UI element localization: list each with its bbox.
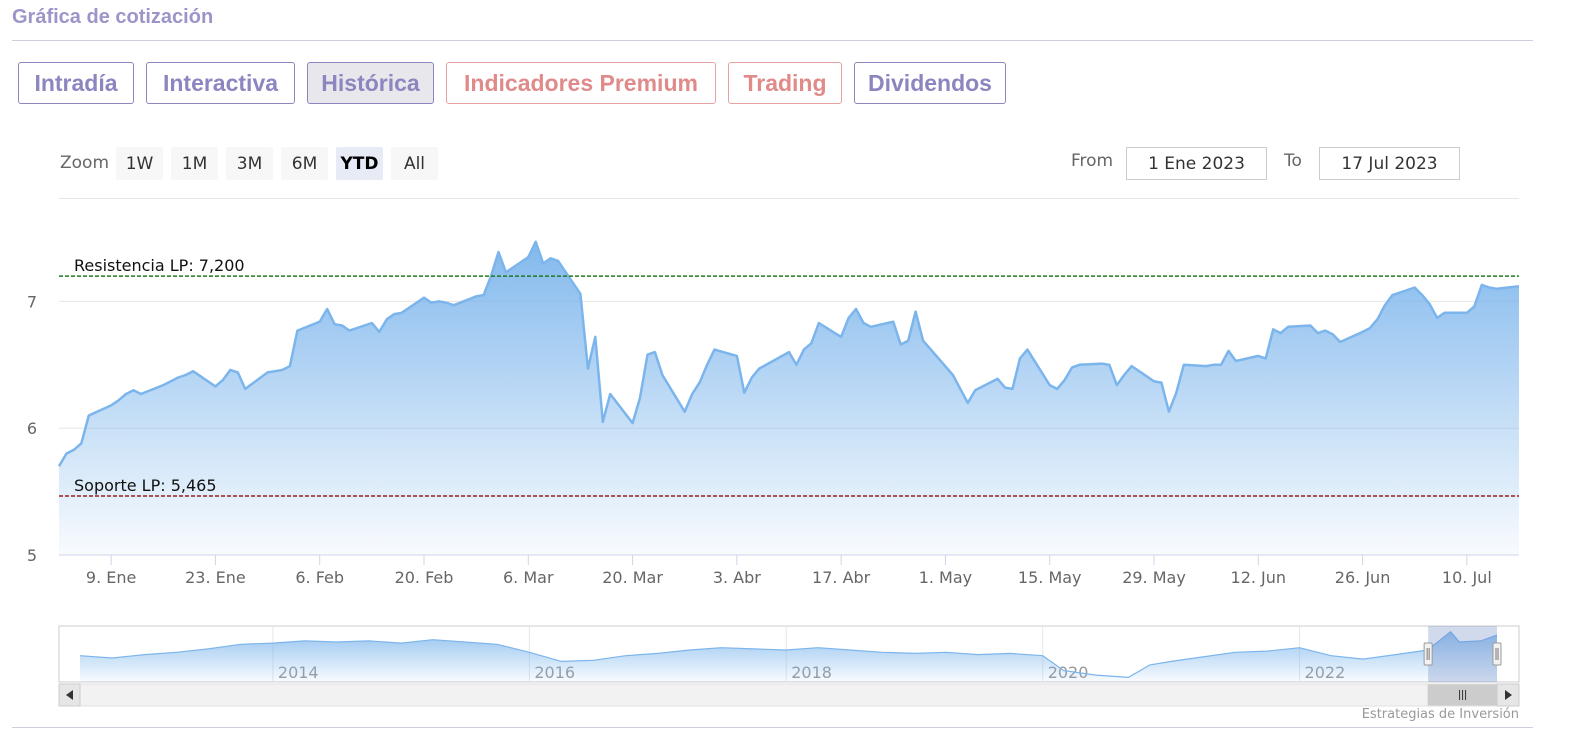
arrow-left-icon [66, 690, 73, 700]
tab-trading[interactable]: Trading [728, 62, 842, 104]
x-tick-label: 1. May [919, 568, 972, 587]
x-tick-label: 26. Jun [1335, 568, 1391, 587]
price-area [59, 241, 1519, 556]
tab-dividendos[interactable]: Dividendos [854, 62, 1006, 104]
zoom-label: Zoom [60, 153, 110, 173]
x-tick-label: 20. Mar [602, 568, 663, 587]
x-tick-label: 15. May [1018, 568, 1082, 587]
navigator-handle-left[interactable] [1423, 642, 1433, 666]
to-label: To [1284, 151, 1302, 171]
zoom-6m-button[interactable]: 6M [281, 147, 328, 180]
title-divider [12, 40, 1533, 41]
zoom-ytd-button[interactable]: YTD [336, 147, 383, 180]
x-tick-label: 3. Abr [713, 568, 761, 587]
bottom-divider [12, 727, 1533, 728]
zoom-all-button[interactable]: All [391, 147, 438, 180]
navigator-selection [1428, 626, 1497, 682]
toolbar-divider [59, 198, 1519, 199]
from-date-input[interactable]: 1 Ene 2023 [1126, 147, 1267, 180]
tab-indicadores-premium[interactable]: Indicadores Premium [446, 62, 716, 104]
price-line [57, 240, 1520, 467]
arrow-right-icon [1505, 690, 1512, 700]
navigator-handle-right[interactable] [1492, 642, 1502, 666]
x-tick-label: 17. Abr [812, 568, 871, 587]
scrollbar-track[interactable] [58, 683, 1520, 707]
y-tick-label: 6 [27, 419, 37, 438]
from-label: From [1071, 151, 1114, 171]
chart-credit: Estrategias de Inversión [1361, 707, 1519, 722]
x-tick-label: 12. Jun [1231, 568, 1287, 587]
x-tick-label: 9. Ene [86, 568, 136, 587]
to-date-input[interactable]: 17 Jul 2023 [1319, 147, 1460, 180]
tab-intradia[interactable]: Intradía [18, 62, 134, 104]
tab-historica[interactable]: Histórica [307, 62, 434, 104]
x-tick-label: 10. Jul [1442, 568, 1492, 587]
x-tick-label: 6. Feb [295, 568, 344, 587]
x-tick-label: 20. Feb [395, 568, 454, 587]
zoom-1w-button[interactable]: 1W [116, 147, 163, 180]
zoom-3m-button[interactable]: 3M [226, 147, 273, 180]
y-tick-label: 5 [27, 546, 37, 565]
x-tick-label: 6. Mar [503, 568, 554, 587]
tab-interactiva[interactable]: Interactiva [146, 62, 295, 104]
page-title: Gráfica de cotización [12, 6, 214, 28]
x-tick-label: 23. Ene [185, 568, 246, 587]
support-label: Soporte LP: 5,465 [74, 476, 217, 495]
zoom-1m-button[interactable]: 1M [171, 147, 218, 180]
y-tick-label: 7 [27, 292, 37, 311]
x-tick-label: 29. May [1122, 568, 1186, 587]
navigator-line [79, 630, 1498, 679]
resistance-label: Resistencia LP: 7,200 [74, 256, 245, 275]
